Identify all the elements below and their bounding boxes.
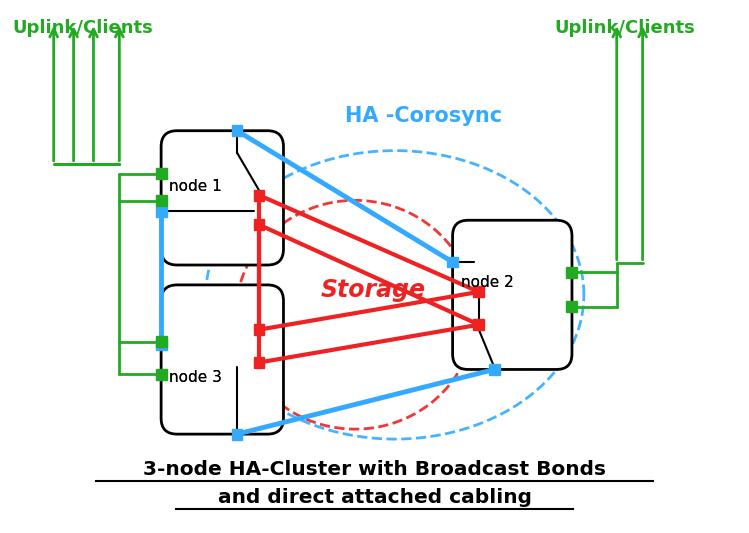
Bar bbox=[447, 256, 458, 268]
Text: Storage: Storage bbox=[321, 278, 425, 302]
FancyBboxPatch shape bbox=[452, 220, 572, 369]
Bar bbox=[473, 319, 485, 330]
FancyBboxPatch shape bbox=[161, 285, 283, 434]
Text: node 2: node 2 bbox=[461, 276, 513, 290]
Text: Uplink/Clients: Uplink/Clients bbox=[12, 19, 153, 37]
Text: Uplink/Clients: Uplink/Clients bbox=[554, 19, 695, 37]
Bar bbox=[253, 219, 264, 230]
Bar bbox=[566, 267, 577, 278]
Bar bbox=[156, 339, 166, 350]
Bar bbox=[156, 336, 166, 347]
Bar bbox=[253, 324, 264, 335]
Bar bbox=[231, 429, 243, 440]
Bar bbox=[156, 195, 166, 206]
Bar bbox=[253, 190, 264, 200]
Bar bbox=[231, 125, 243, 136]
Bar bbox=[253, 357, 264, 368]
Text: node 1: node 1 bbox=[169, 179, 222, 194]
Bar bbox=[156, 369, 166, 380]
Bar bbox=[156, 206, 166, 217]
Text: node 3: node 3 bbox=[169, 370, 222, 385]
Text: node 3: node 3 bbox=[169, 370, 222, 385]
Text: node 2: node 2 bbox=[461, 276, 513, 290]
Text: node 1: node 1 bbox=[169, 179, 222, 194]
FancyBboxPatch shape bbox=[161, 131, 283, 265]
Bar bbox=[156, 168, 166, 179]
Bar bbox=[566, 301, 577, 312]
Text: 3-node HA-Cluster with Broadcast Bonds: 3-node HA-Cluster with Broadcast Bonds bbox=[143, 460, 606, 479]
Text: HA -Corosync: HA -Corosync bbox=[345, 106, 503, 126]
Bar bbox=[489, 364, 500, 375]
Text: and direct attached cabling: and direct attached cabling bbox=[217, 488, 532, 507]
Bar bbox=[473, 286, 485, 297]
